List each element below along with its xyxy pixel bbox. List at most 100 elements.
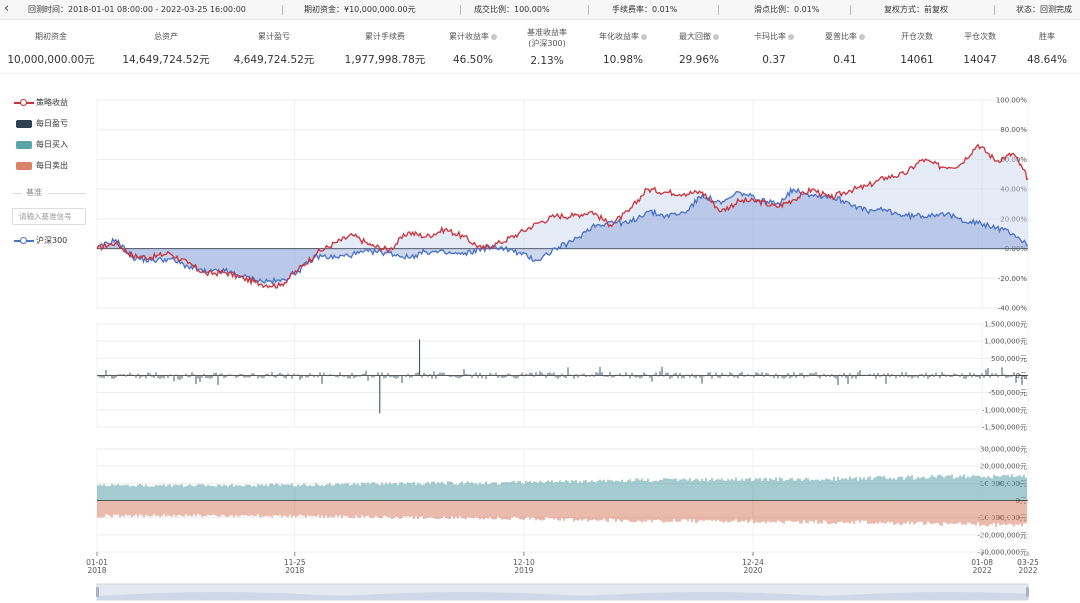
stat-label: 期初资金 <box>35 32 67 41</box>
x-tick-year-label: 2020 <box>743 566 762 575</box>
x-tick-label: 12-10 <box>513 558 535 567</box>
fill-ratio-info: 成交比例：100.00% <box>474 5 550 14</box>
stat-value: 14,649,724.52元 <box>122 54 210 66</box>
benchmark-area <box>97 188 1028 284</box>
stat-label: 开仓次数 <box>901 32 933 41</box>
legend-circle-icon <box>20 237 27 244</box>
y-tick-label: 100.00% <box>996 97 1027 105</box>
stat-sharpe-ratio: 夏普比率 0.41 <box>812 22 878 74</box>
stat-annualized-return: 年化收益率 10.98% <box>590 22 656 74</box>
stat-sublabel: (沪深300) <box>528 39 566 48</box>
x-tick-label: 12-24 <box>742 558 764 567</box>
stat-close-count: 平仓次数 14047 <box>947 22 1013 74</box>
stat-label: 胜率 <box>1039 32 1055 41</box>
strategy-line <box>96 143 1029 289</box>
y-tick-label: -1,500,000元 <box>982 424 1027 432</box>
x-tick-year-label: 2018 <box>87 566 106 575</box>
y-tick-label: 0元 <box>1016 372 1027 380</box>
stat-value: 2.13% <box>530 55 564 67</box>
x-tick-year-label: 2022 <box>973 566 992 575</box>
y-tick-label: -40.00% <box>998 305 1028 313</box>
legend-circle-icon <box>20 99 27 106</box>
stat-label: 卡玛比率 <box>754 32 786 41</box>
divider <box>48 193 86 194</box>
x-tick-label: 01-01 <box>86 558 108 567</box>
stat-label: 累计收益率 <box>449 32 489 41</box>
legend-swatch <box>16 141 32 149</box>
y-tick-label: 500,000元 <box>991 355 1027 363</box>
stat-cumulative-pnl: 累计盈亏 4,649,724.52元 <box>226 22 322 74</box>
legend-label: 沪深300 <box>36 236 68 245</box>
y-tick-label: -500,000元 <box>989 389 1027 397</box>
y-tick-label: -20,000,000元 <box>977 531 1027 539</box>
stat-cumulative-return: 累计收益率 46.50% <box>440 22 506 74</box>
y-tick-label: 20,000,000元 <box>980 463 1027 471</box>
stat-value: 14047 <box>963 54 997 66</box>
stat-total-assets: 总资产 14,649,724.52元 <box>118 22 214 74</box>
divider <box>994 5 995 15</box>
stat-label: 平仓次数 <box>964 32 996 41</box>
benchmark-divider-label: 基准 <box>26 188 42 197</box>
x-axis: 01-01201811-25201812-10201912-24202001-0… <box>86 552 1039 575</box>
legend-swatch <box>16 120 32 128</box>
y-tick-label: 40.00% <box>1000 186 1027 194</box>
y-tick-label: 20.00% <box>1000 215 1027 223</box>
zoom-slider-right-handle <box>1026 587 1029 597</box>
stat-label: 基准收益率 <box>527 28 567 37</box>
stat-cumulative-fees: 累计手续费 1,977,998.78元 <box>337 22 433 74</box>
stat-label: 累计手续费 <box>365 32 405 41</box>
info-icon[interactable] <box>788 33 794 40</box>
info-icon[interactable] <box>859 33 865 40</box>
y-tick-label: 30,000,000元 <box>980 446 1027 454</box>
benchmark-divider: 基准 <box>12 187 88 199</box>
daily-trades-panel[interactable]: 30,000,000元20,000,000元10,000,000元0元-10,0… <box>96 446 1029 557</box>
y-tick-label: 1,000,000元 <box>984 338 1027 346</box>
summary-stats: 期初资金 10,000,000.00元 总资产 14,649,724.52元 累… <box>0 22 1080 74</box>
benchmark-signal-input[interactable] <box>12 208 86 225</box>
stat-win-rate: 胜率 48.64% <box>1014 22 1080 74</box>
commission-rate-info: 手续费率：0.01% <box>612 5 678 14</box>
zoom-slider[interactable] <box>96 583 1029 601</box>
back-chevron-icon[interactable]: ‹ <box>4 1 10 16</box>
x-tick-label: 11-25 <box>284 558 306 567</box>
stat-value: 29.96% <box>678 54 720 66</box>
legend-label: 策略收益 <box>36 98 68 107</box>
stat-label: 年化收益率 <box>599 32 639 41</box>
status-info: 状态：回测完成 <box>1016 5 1072 14</box>
info-icon[interactable] <box>713 33 719 40</box>
daily-pnl-panel[interactable]: 1,500,000元 1,000,000元 500,000元 0元 -500,000元 -… <box>96 321 1029 432</box>
x-tick-year-label: 2019 <box>514 566 533 575</box>
y-tick-label: -20.00% <box>998 275 1028 283</box>
stat-value: 10.98% <box>602 54 644 66</box>
stat-label: 累计盈亏 <box>258 32 290 41</box>
slippage-info: 滑点比例：0.01% <box>754 5 820 14</box>
y-tick-label: 0元 <box>1016 497 1027 505</box>
stat-value: 1,977,998.78元 <box>344 54 426 66</box>
legend-label: 每日盈亏 <box>36 119 68 128</box>
divider <box>850 5 851 15</box>
info-icon[interactable] <box>491 33 497 40</box>
divider <box>12 193 22 194</box>
legend-swatch <box>16 162 32 170</box>
divider <box>460 5 461 15</box>
stat-value: 0.37 <box>762 54 786 66</box>
stat-open-count: 开仓次数 14061 <box>884 22 950 74</box>
stat-label: 最大回撤 <box>679 32 711 41</box>
zoom-slider-left-handle <box>96 587 99 597</box>
info-icon[interactable] <box>641 33 647 40</box>
adjust-mode-info: 复权方式：前复权 <box>884 5 948 14</box>
stat-label: 夏普比率 <box>825 32 857 41</box>
initial-capital-info: 期初资金：¥10,000,000.00元 <box>304 5 416 14</box>
stat-value: 48.64% <box>1026 54 1068 66</box>
returns-panel[interactable]: 100.00%80.00%60.00%40.00%20.00%0.00%-20.… <box>96 97 1029 313</box>
stat-value: 0.41 <box>833 54 857 66</box>
stat-label: 总资产 <box>154 32 178 41</box>
stat-max-drawdown: 最大回撤 29.96% <box>666 22 732 74</box>
y-tick-label: 60.00% <box>1000 156 1027 164</box>
y-tick-label: 80.00% <box>1000 126 1027 134</box>
stat-value: 4,649,724.52元 <box>233 54 315 66</box>
stat-value: 46.50% <box>452 54 494 66</box>
divider <box>588 5 589 15</box>
zoom-slider-preview <box>97 592 1028 600</box>
